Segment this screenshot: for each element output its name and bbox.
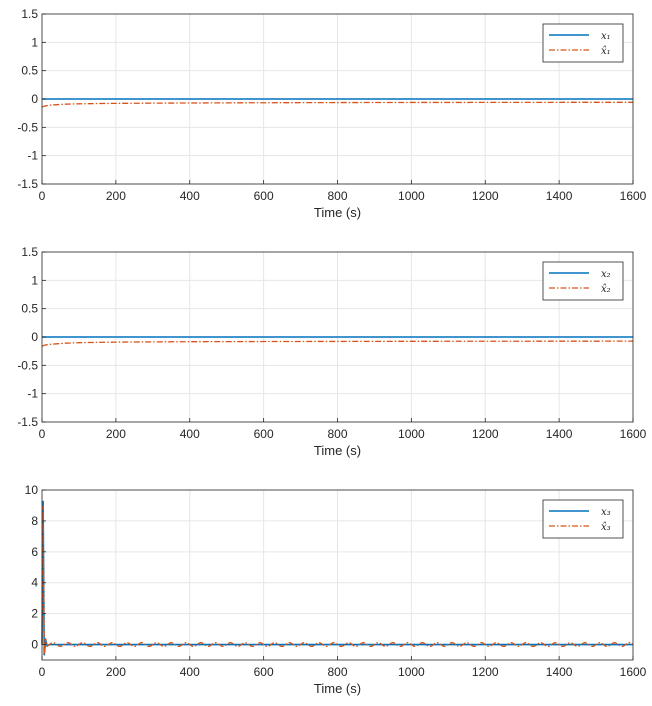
x-tick-label: 1600 — [620, 427, 647, 441]
y-tick-label: 0 — [31, 638, 38, 652]
y-tick-label: 1 — [31, 35, 38, 49]
x-tick-label: 1400 — [546, 189, 573, 203]
y-tick-label: 1.5 — [21, 245, 38, 259]
legend-entry: x₁ — [601, 31, 611, 42]
x-tick-label: 1200 — [472, 665, 499, 679]
y-tick-label: 0 — [31, 92, 38, 106]
x-tick-label: 600 — [254, 427, 274, 441]
legend: x₁ x̂₁ — [542, 23, 624, 63]
legend-box — [542, 23, 624, 63]
x-tick-label: 800 — [327, 665, 347, 679]
y-tick-label: 0.5 — [21, 302, 38, 316]
y-tick-label: 2 — [31, 607, 38, 621]
x-tick-label: 1000 — [398, 427, 425, 441]
x-tick-label: 1200 — [472, 427, 499, 441]
y-tick-label: 1 — [31, 273, 38, 287]
y-tick-label: 4 — [31, 576, 38, 590]
y-tick-label: 0 — [31, 330, 38, 344]
x-tick-label: 1000 — [398, 665, 425, 679]
y-tick-label: -1 — [27, 387, 38, 401]
x-tick-label: 0 — [39, 427, 46, 441]
x-tick-label: 800 — [327, 189, 347, 203]
y-tick-label: 1.5 — [21, 7, 38, 21]
y-tick-label: 0.5 — [21, 64, 38, 78]
legend-entry: x̂₂ — [601, 284, 611, 295]
x-axis-label: Time (s) — [314, 681, 361, 696]
x-tick-label: 1400 — [546, 427, 573, 441]
x-tick-label: 1000 — [398, 189, 425, 203]
legend-box — [542, 261, 624, 301]
x-tick-label: 200 — [106, 665, 126, 679]
series-line-estimate — [41, 340, 634, 347]
y-tick-label: 8 — [31, 514, 38, 528]
x-tick-label: 600 — [254, 665, 274, 679]
y-tick-label: -0.5 — [17, 358, 38, 372]
y-tick-label: -1.5 — [17, 415, 38, 429]
legend: x₂ x̂₂ — [542, 261, 624, 301]
x-tick-label: 1600 — [620, 665, 647, 679]
series-line-estimate — [41, 101, 634, 108]
x-axis-label: Time (s) — [314, 443, 361, 458]
x-axis-label: Time (s) — [314, 205, 361, 220]
x-tick-label: 400 — [180, 427, 200, 441]
y-tick-label: 6 — [31, 545, 38, 559]
series-line-estimate — [41, 505, 634, 654]
chart-panel-1: 0 200 400 600 800 1000 1200 1400 1600 1.5 1 0.5 0 -0.… — [17, 7, 646, 220]
chart-panel-3: 0 200 400 600 800 1000 1200 1400 1600 10 8 6 4 2 0 Time… — [25, 483, 647, 696]
x-tick-label: 1400 — [546, 665, 573, 679]
legend-entry: x̂₃ — [601, 522, 611, 533]
x-tick-label: 1200 — [472, 189, 499, 203]
x-tick-label: 200 — [106, 189, 126, 203]
x-tick-label: 200 — [106, 427, 126, 441]
legend-entry: x̂₁ — [601, 46, 611, 57]
chart-panel-2: 0 200 400 600 800 1000 1200 1400 1600 1.5 1 0.5 0 -0.… — [17, 245, 646, 458]
legend-box — [542, 499, 624, 539]
x-tick-label: 400 — [180, 665, 200, 679]
y-tick-label: -0.5 — [17, 120, 38, 134]
y-tick-label: -1 — [27, 149, 38, 163]
x-tick-label: 1600 — [620, 189, 647, 203]
y-tick-label: 10 — [25, 483, 39, 497]
x-tick-label: 0 — [39, 665, 46, 679]
legend-entry: x₃ — [601, 507, 611, 518]
y-tick-label: -1.5 — [17, 177, 38, 191]
x-tick-label: 600 — [254, 189, 274, 203]
x-tick-label: 800 — [327, 427, 347, 441]
legend-entry: x₂ — [601, 269, 611, 280]
legend: x₃ x̂₃ — [542, 499, 624, 539]
x-tick-label: 400 — [180, 189, 200, 203]
x-tick-label: 0 — [39, 189, 46, 203]
